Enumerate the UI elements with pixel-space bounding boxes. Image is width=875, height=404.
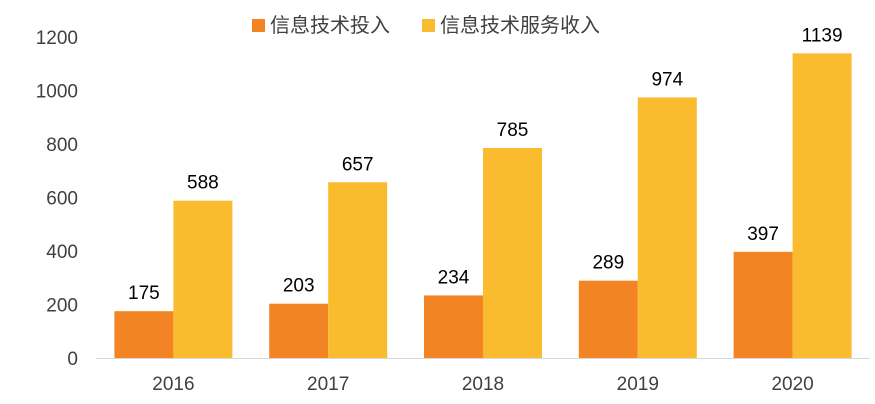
- y-tick-label: 600: [46, 189, 78, 210]
- y-tick-label: 800: [46, 135, 78, 156]
- bars: [114, 53, 852, 358]
- data-labels: 175 588 203 657 234 785 289 974 397 1139: [128, 25, 842, 304]
- y-tick-label: 400: [46, 242, 78, 263]
- y-tick-label: 1000: [36, 82, 78, 103]
- data-label: 289: [592, 253, 624, 274]
- x-tick-label: 2016: [152, 374, 194, 395]
- bar: [173, 200, 233, 358]
- data-label: 974: [651, 69, 683, 90]
- legend: 信息技术投入 信息技术服务收入: [252, 14, 600, 37]
- data-label: 657: [342, 154, 374, 175]
- x-tick-label: 2017: [307, 374, 349, 395]
- y-tick-label: 200: [46, 296, 78, 317]
- bar: [483, 148, 542, 358]
- data-label: 175: [128, 283, 160, 304]
- bar: [637, 97, 697, 358]
- data-label: 397: [747, 224, 779, 245]
- data-label: 588: [187, 173, 219, 194]
- data-label: 785: [497, 120, 529, 141]
- x-axis: 2016 2017 2018 2019 2020: [96, 358, 870, 395]
- y-tick-label: 1200: [36, 28, 78, 49]
- bar: [578, 280, 638, 358]
- bar: [733, 251, 793, 358]
- data-label: 1139: [802, 25, 843, 46]
- legend-label: 信息技术投入: [270, 14, 390, 37]
- bar: [328, 182, 388, 358]
- data-label: 234: [438, 267, 470, 288]
- legend-swatch: [252, 19, 265, 32]
- bar: [269, 303, 329, 358]
- bar: [792, 53, 852, 358]
- x-tick-label: 2020: [771, 374, 813, 395]
- x-tick-label: 2019: [617, 374, 659, 395]
- y-tick-label: 0: [67, 349, 78, 370]
- legend-label: 信息技术服务收入: [440, 14, 600, 37]
- bar: [424, 295, 483, 358]
- y-axis: 0 200 400 600 800 1000 1200: [36, 28, 78, 370]
- x-tick-label: 2018: [462, 374, 504, 395]
- bar: [114, 311, 174, 358]
- data-label: 203: [283, 276, 315, 297]
- legend-swatch: [422, 19, 435, 32]
